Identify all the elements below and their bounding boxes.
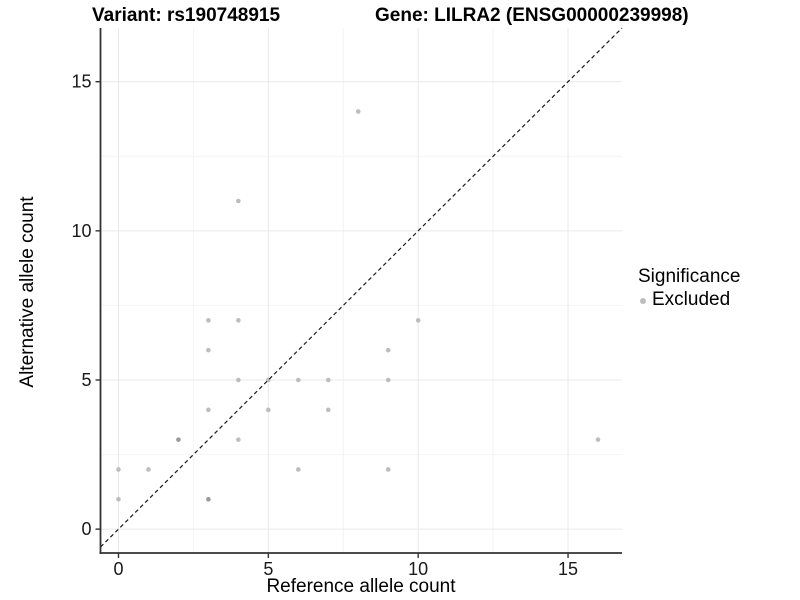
data-point: [176, 437, 181, 442]
data-point: [236, 377, 241, 383]
data-point: [146, 467, 151, 472]
data-point: [325, 407, 331, 413]
identity-line: [100, 27, 623, 548]
data-point: [385, 377, 391, 383]
variant-title: Variant: rs190748915: [92, 5, 281, 26]
x-tick-label: 10: [408, 559, 428, 579]
data-point: [236, 437, 241, 442]
data-point: [385, 347, 391, 353]
y-axis-title: Alternative allele count: [17, 196, 38, 388]
data-point: [296, 377, 301, 383]
legend-item-excluded: Excluded: [638, 289, 740, 311]
data-point: [595, 437, 601, 442]
x-tick-label: 0: [113, 559, 123, 579]
data-point: [266, 407, 271, 413]
data-point: [116, 467, 121, 472]
y-tick-label: 0: [81, 519, 91, 539]
legend-item-label: Excluded: [652, 289, 731, 310]
data-point: [236, 318, 241, 323]
legend: Significance Excluded: [638, 266, 740, 311]
data-point: [116, 497, 121, 502]
data-point: [206, 347, 211, 353]
data-point: [415, 318, 421, 323]
x-tick-label: 5: [263, 559, 273, 579]
data-point: [206, 407, 211, 413]
data-point: [206, 497, 211, 502]
legend-title: Significance: [638, 266, 741, 287]
y-tick-label: 10: [71, 221, 91, 241]
y-tick-label: 5: [81, 370, 91, 390]
data-point: [325, 377, 331, 383]
data-point: [296, 467, 301, 472]
gene-title: Gene: LILRA2 (ENSG00000239998): [375, 5, 689, 26]
data-point: [206, 318, 211, 323]
data-point: [236, 198, 241, 204]
excluded-point-icon: [640, 298, 646, 304]
x-tick-label: 15: [558, 559, 578, 579]
data-point: [355, 109, 361, 114]
y-tick-label: 15: [71, 72, 91, 92]
x-axis-title: Reference allele count: [266, 576, 456, 597]
data-point: [385, 467, 391, 472]
